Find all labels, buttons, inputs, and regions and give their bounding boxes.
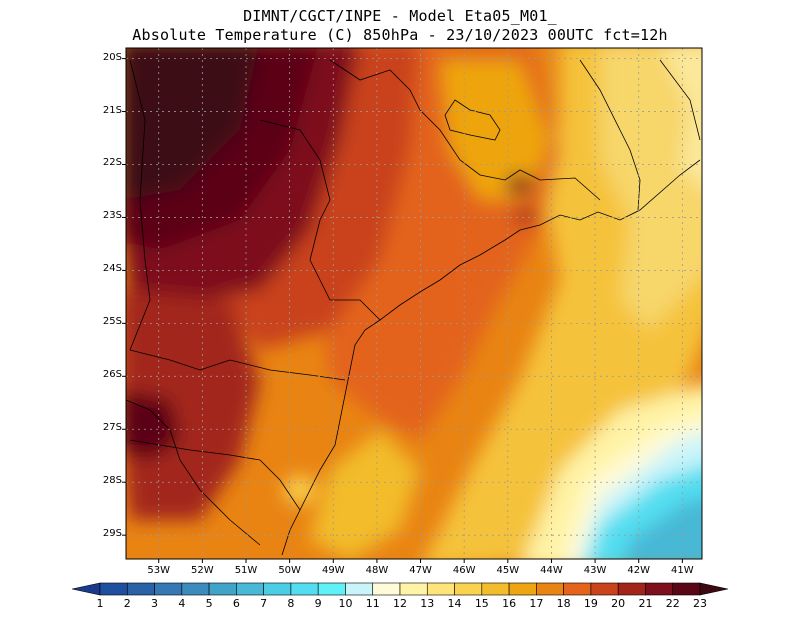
lon-label: 46W	[452, 565, 476, 576]
lon-label: 42W	[627, 565, 651, 576]
colorbar-box	[563, 582, 592, 596]
chart-title: DIMNT/CGCT/INPE - Model Eta05_M01_	[243, 7, 557, 25]
colorbar-box	[345, 582, 374, 596]
field-se-cyan-deep	[623, 498, 702, 559]
lat-label: 22S	[102, 157, 122, 169]
colorbar-label: 17	[529, 597, 544, 610]
colorbar-box	[290, 582, 319, 596]
colorbar-high-arrow	[699, 582, 729, 596]
lon-label: 49W	[321, 565, 345, 576]
colorbar-box	[617, 582, 646, 596]
colorbar-box	[426, 582, 455, 596]
coastline	[281, 159, 701, 556]
border-west-rs	[126, 399, 261, 546]
colorbar-label: 13	[420, 597, 435, 610]
graticule	[126, 48, 702, 559]
border-pr-sc	[129, 349, 346, 381]
lat-label: 25S	[102, 316, 122, 328]
lat-label: 21S	[102, 104, 122, 116]
field-sw-hotter	[126, 391, 180, 460]
colorbar-box	[454, 582, 483, 596]
lon-label: 41W	[671, 565, 694, 576]
map-frame	[125, 47, 703, 560]
axis-ticks	[122, 58, 683, 563]
field-light-spot	[284, 476, 316, 504]
borders	[126, 59, 701, 556]
colorbar-label: 20	[611, 597, 626, 610]
colorbar-box	[481, 582, 510, 596]
colorbar-label: 11	[365, 597, 380, 610]
field-inner-orange	[440, 60, 550, 200]
colorbar-label: 6	[232, 597, 240, 610]
colorbar-box	[99, 582, 128, 596]
border-sp-pr	[259, 119, 381, 321]
colorbar-box	[236, 582, 264, 596]
lat-label: 29S	[102, 528, 122, 540]
colorbar-label: 3	[151, 597, 159, 610]
lon-label: 53W	[147, 565, 171, 576]
colorbar-box	[590, 582, 619, 596]
lon-label: 45W	[496, 565, 520, 576]
colorbar-box	[508, 582, 537, 596]
field-sw-warm	[126, 290, 260, 520]
field-south-amber	[310, 430, 420, 559]
colorbar-label: 5	[205, 597, 213, 610]
colorbar-box	[126, 582, 155, 596]
field-east-light	[600, 48, 702, 330]
border-east	[659, 59, 701, 141]
colorbar-label: 8	[287, 597, 295, 610]
colorbar-label: 12	[393, 597, 407, 610]
lat-label: 23S	[102, 210, 122, 222]
lon-label: 52W	[191, 565, 214, 576]
colorbar-label: 16	[502, 597, 517, 610]
lat-label: 20S	[102, 51, 122, 63]
field-hotspot-2	[513, 207, 537, 223]
colorbar-box	[154, 582, 183, 596]
field-east-pale	[663, 48, 702, 187]
colorbar-label: 21	[638, 597, 653, 610]
colorbar-box	[536, 582, 564, 596]
border-mg-sp	[329, 59, 601, 201]
chart-subtitle: Absolute Temperature (C) 850hPa - 23/10/…	[132, 26, 668, 44]
colorbar-low-arrow	[71, 582, 101, 596]
border-mg-es	[579, 59, 641, 211]
colorbar-label: 2	[123, 597, 131, 610]
lon-label: 44W	[540, 565, 563, 576]
colorbar-box	[263, 582, 292, 596]
border-west	[129, 59, 151, 351]
colorbar-label: 15	[474, 597, 489, 610]
colorbar-label: 22	[665, 597, 680, 610]
lon-label: 51W	[234, 565, 258, 576]
colorbar-box	[372, 582, 401, 596]
colorbar-box	[317, 582, 346, 596]
colorbar-box	[645, 582, 674, 596]
lon-label: 48W	[365, 565, 389, 576]
colorbar-box	[399, 582, 428, 596]
colorbar-label: 14	[447, 597, 462, 610]
border-sc-rs	[129, 439, 301, 511]
colorbar-label: 1	[96, 597, 104, 610]
lat-label: 26S	[102, 369, 122, 381]
colorbar-label: 18	[556, 597, 571, 610]
lat-label: 28S	[102, 475, 122, 487]
lon-label: 47W	[409, 565, 432, 576]
colorbar-label: 4	[178, 597, 186, 610]
colorbar-box	[208, 582, 237, 596]
colorbar-label: 9	[314, 597, 322, 610]
lon-label: 50W	[278, 565, 301, 576]
reservoir	[444, 99, 501, 141]
lat-label: 24S	[102, 263, 122, 275]
field-hotspot-1	[506, 175, 534, 195]
colorbar-box	[181, 582, 210, 596]
colorbar-label: 23	[693, 597, 707, 610]
colorbar-label: 19	[583, 597, 598, 610]
colorbar-box	[672, 582, 701, 596]
lat-label: 27S	[102, 422, 122, 434]
colorbar-label: 7	[260, 597, 268, 610]
lon-label: 43W	[583, 565, 607, 576]
colorbar-label: 10	[338, 597, 353, 610]
